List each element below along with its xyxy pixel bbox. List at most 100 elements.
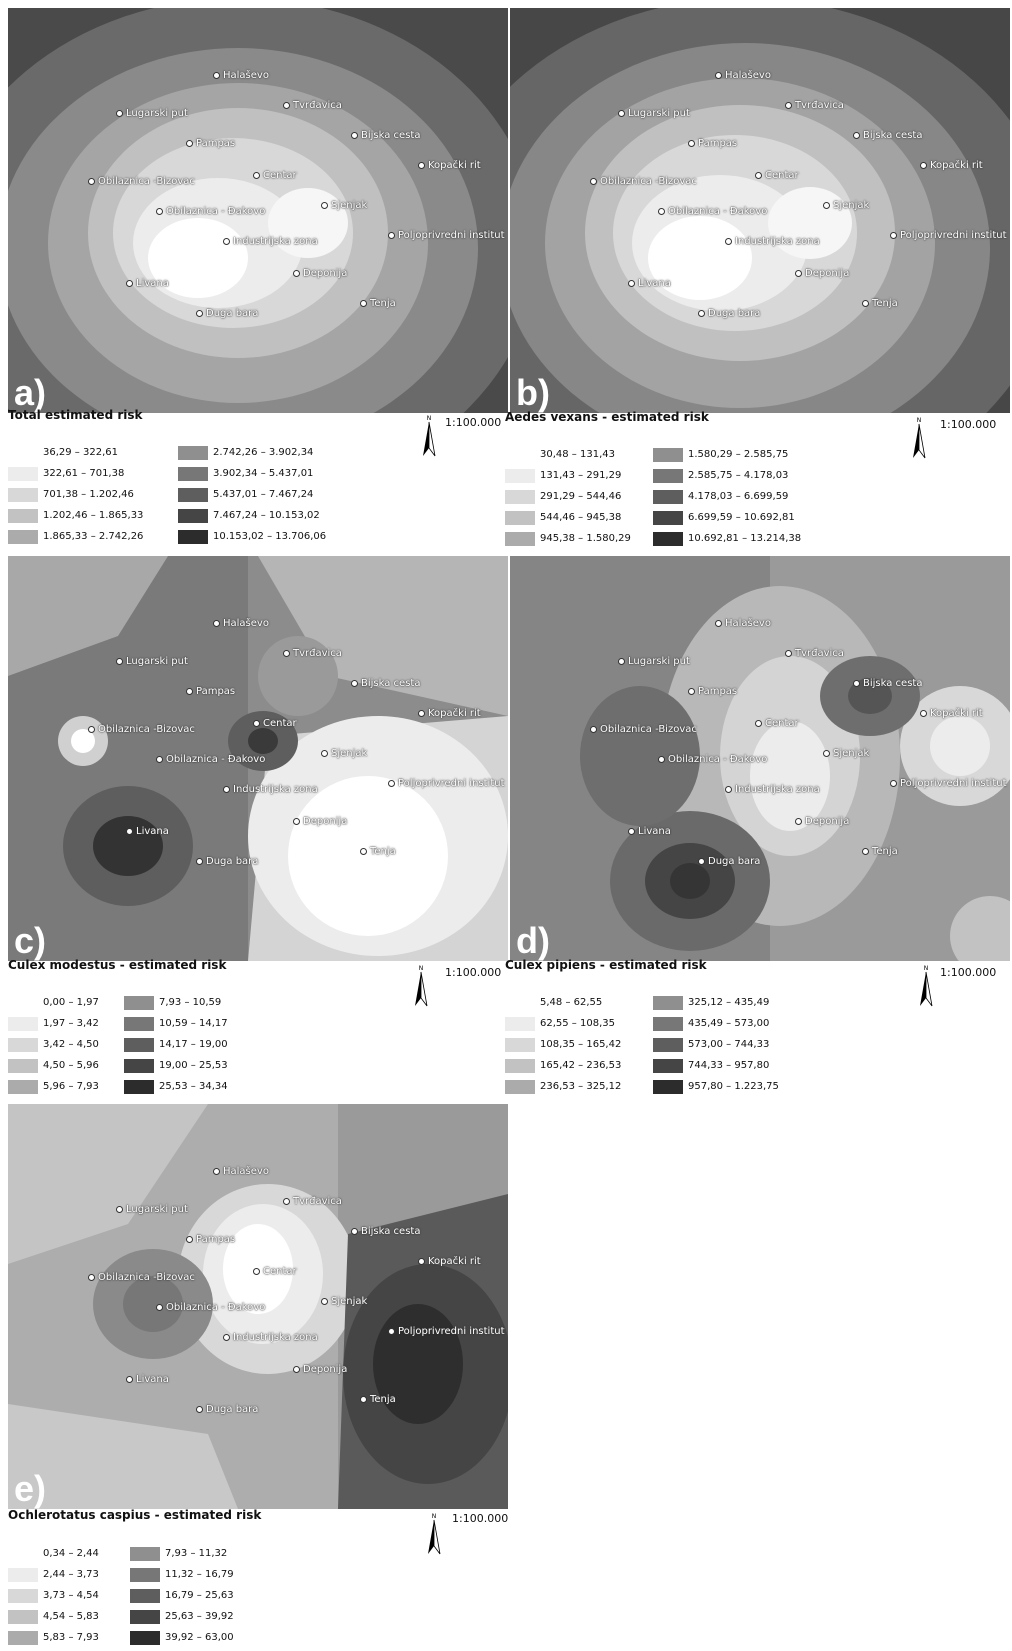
place-label: Tenja: [360, 1394, 396, 1405]
legend-swatch: [653, 531, 683, 546]
legend-swatch: [8, 1588, 38, 1603]
legend-swatch: [130, 1546, 160, 1561]
legend-swatch: [124, 995, 154, 1010]
place-label: Obilaznica -Bizovac: [590, 176, 697, 187]
place-marker-icon: [156, 207, 163, 215]
place-marker-icon: [223, 1333, 230, 1341]
legend-swatch: [8, 1016, 38, 1031]
place-label: Poljoprivredni institut: [890, 778, 1007, 789]
place-marker-icon: [196, 309, 203, 317]
place-name: Obilaznica -Bizovac: [98, 1272, 195, 1283]
legend-row: 10.692,81 – 13.214,38: [653, 528, 801, 549]
legend-row: 3,73 – 4,54: [8, 1585, 99, 1606]
place-marker-icon: [590, 177, 597, 185]
place-marker-icon: [388, 231, 395, 239]
legend-label: 0,00 – 1,97: [43, 997, 99, 1008]
legend-label: 36,29 – 322,61: [43, 447, 118, 458]
legend-label: 322,61 – 701,38: [43, 468, 125, 479]
place-marker-icon: [253, 719, 260, 727]
place-marker-icon: [283, 1197, 290, 1205]
legend-col-left: 5,48 – 62,55 62,55 – 108,35 108,35 – 165…: [505, 992, 621, 1097]
scale-label: 1:100.000: [445, 966, 502, 979]
place-marker-icon: [116, 1205, 123, 1213]
place-name: Duga bara: [206, 1404, 259, 1415]
svg-text:N: N: [924, 965, 929, 972]
legend-swatch: [505, 489, 535, 504]
place-label: Industrijska zona: [223, 784, 318, 795]
place-name: Poljoprivredni institut: [398, 1326, 505, 1337]
place-marker-icon: [88, 177, 95, 185]
place-name: Lugarski put: [126, 1204, 188, 1215]
place-marker-icon: [795, 269, 802, 277]
place-name: Pampas: [698, 138, 738, 149]
map-surface-c: [8, 556, 508, 961]
place-marker-icon: [862, 299, 869, 307]
place-marker-icon: [126, 827, 133, 835]
place-name: Tvrđavica: [293, 1196, 342, 1207]
place-marker-icon: [823, 749, 830, 757]
place-label: Deponija: [795, 268, 849, 279]
legend-label: 0,34 – 2,44: [43, 1548, 99, 1559]
place-label: Kopački rit: [418, 1256, 481, 1267]
legend-swatch: [653, 1058, 683, 1073]
legend-label: 11,32 – 16,79: [165, 1569, 234, 1580]
place-name: Obilaznica - Đakovo: [166, 206, 266, 217]
place-label: Obilaznica - Đakovo: [658, 754, 767, 765]
place-label: Obilaznica -Bizovac: [88, 724, 195, 735]
legend-swatch: [505, 1079, 535, 1094]
place-name: Industrijska zona: [233, 784, 318, 795]
panel-a: a) Halaševo Lugarski put Tvrđavica Bijska c…: [0, 0, 510, 555]
place-label: Lugarski put: [116, 108, 188, 119]
scale-label: 1:100.000: [940, 966, 997, 979]
legend-label: 62,55 – 108,35: [540, 1018, 615, 1029]
place-label: Sjenjak: [823, 748, 869, 759]
legend-row: 1.865,33 – 2.742,26: [8, 526, 143, 547]
legend-col-right: 7,93 – 11,32 11,32 – 16,79 16,79 – 25,63…: [130, 1543, 234, 1648]
place-name: Bijska cesta: [863, 130, 923, 141]
place-label: Livana: [126, 278, 169, 289]
place-name: Industrijska zona: [735, 784, 820, 795]
place-name: Lugarski put: [126, 108, 188, 119]
place-label: Pampas: [688, 686, 737, 697]
place-marker-icon: [755, 171, 762, 179]
legend-label: 3.902,34 – 5.437,01: [213, 468, 314, 479]
place-label: Halaševo: [213, 1166, 269, 1177]
legend-col-right: 2.742,26 – 3.902,34 3.902,34 – 5.437,01 …: [178, 442, 326, 547]
place-marker-icon: [293, 269, 300, 277]
place-name: Centar: [263, 170, 297, 181]
legend-row: 14,17 – 19,00: [124, 1034, 228, 1055]
legend-swatch: [8, 1609, 38, 1624]
place-name: Duga bara: [708, 308, 761, 319]
place-label: Kopački rit: [418, 160, 481, 171]
legend-row: 2.742,26 – 3.902,34: [178, 442, 326, 463]
place-name: Halaševo: [223, 70, 269, 81]
place-name: Obilaznica -Bizovac: [98, 724, 195, 735]
legend-swatch: [130, 1609, 160, 1624]
legend-swatch: [8, 529, 38, 544]
place-marker-icon: [253, 171, 260, 179]
legend-label: 5,83 – 7,93: [43, 1632, 99, 1643]
place-name: Centar: [765, 718, 799, 729]
place-label: Centar: [253, 1266, 297, 1277]
legend-row: 5.437,01 – 7.467,24: [178, 484, 326, 505]
place-name: Tvrđavica: [795, 100, 844, 111]
legend-label: 39,92 – 63,00: [165, 1632, 234, 1643]
legend-title: Culex modestus - estimated risk: [8, 958, 227, 972]
svg-text:N: N: [432, 1513, 437, 1520]
legend-row: 573,00 – 744,33: [653, 1034, 779, 1055]
place-label: Tvrđavica: [785, 648, 844, 659]
legend-label: 10,59 – 14,17: [159, 1018, 228, 1029]
place-label: Pampas: [186, 686, 235, 697]
legend-swatch: [178, 487, 208, 502]
legend-row: 0,00 – 1,97: [8, 992, 99, 1013]
place-marker-icon: [321, 749, 328, 757]
risk-map-e: e) Halaševo Lugarski put Tvrđavica Bijska c…: [8, 1104, 508, 1509]
place-marker-icon: [186, 687, 193, 695]
legend-swatch: [8, 487, 38, 502]
place-marker-icon: [293, 1365, 300, 1373]
legend-col-right: 325,12 – 435,49 435,49 – 573,00 573,00 –…: [653, 992, 779, 1097]
place-marker-icon: [658, 755, 665, 763]
place-label: Pampas: [186, 1234, 235, 1245]
legend-swatch: [124, 1058, 154, 1073]
place-name: Duga bara: [708, 856, 761, 867]
